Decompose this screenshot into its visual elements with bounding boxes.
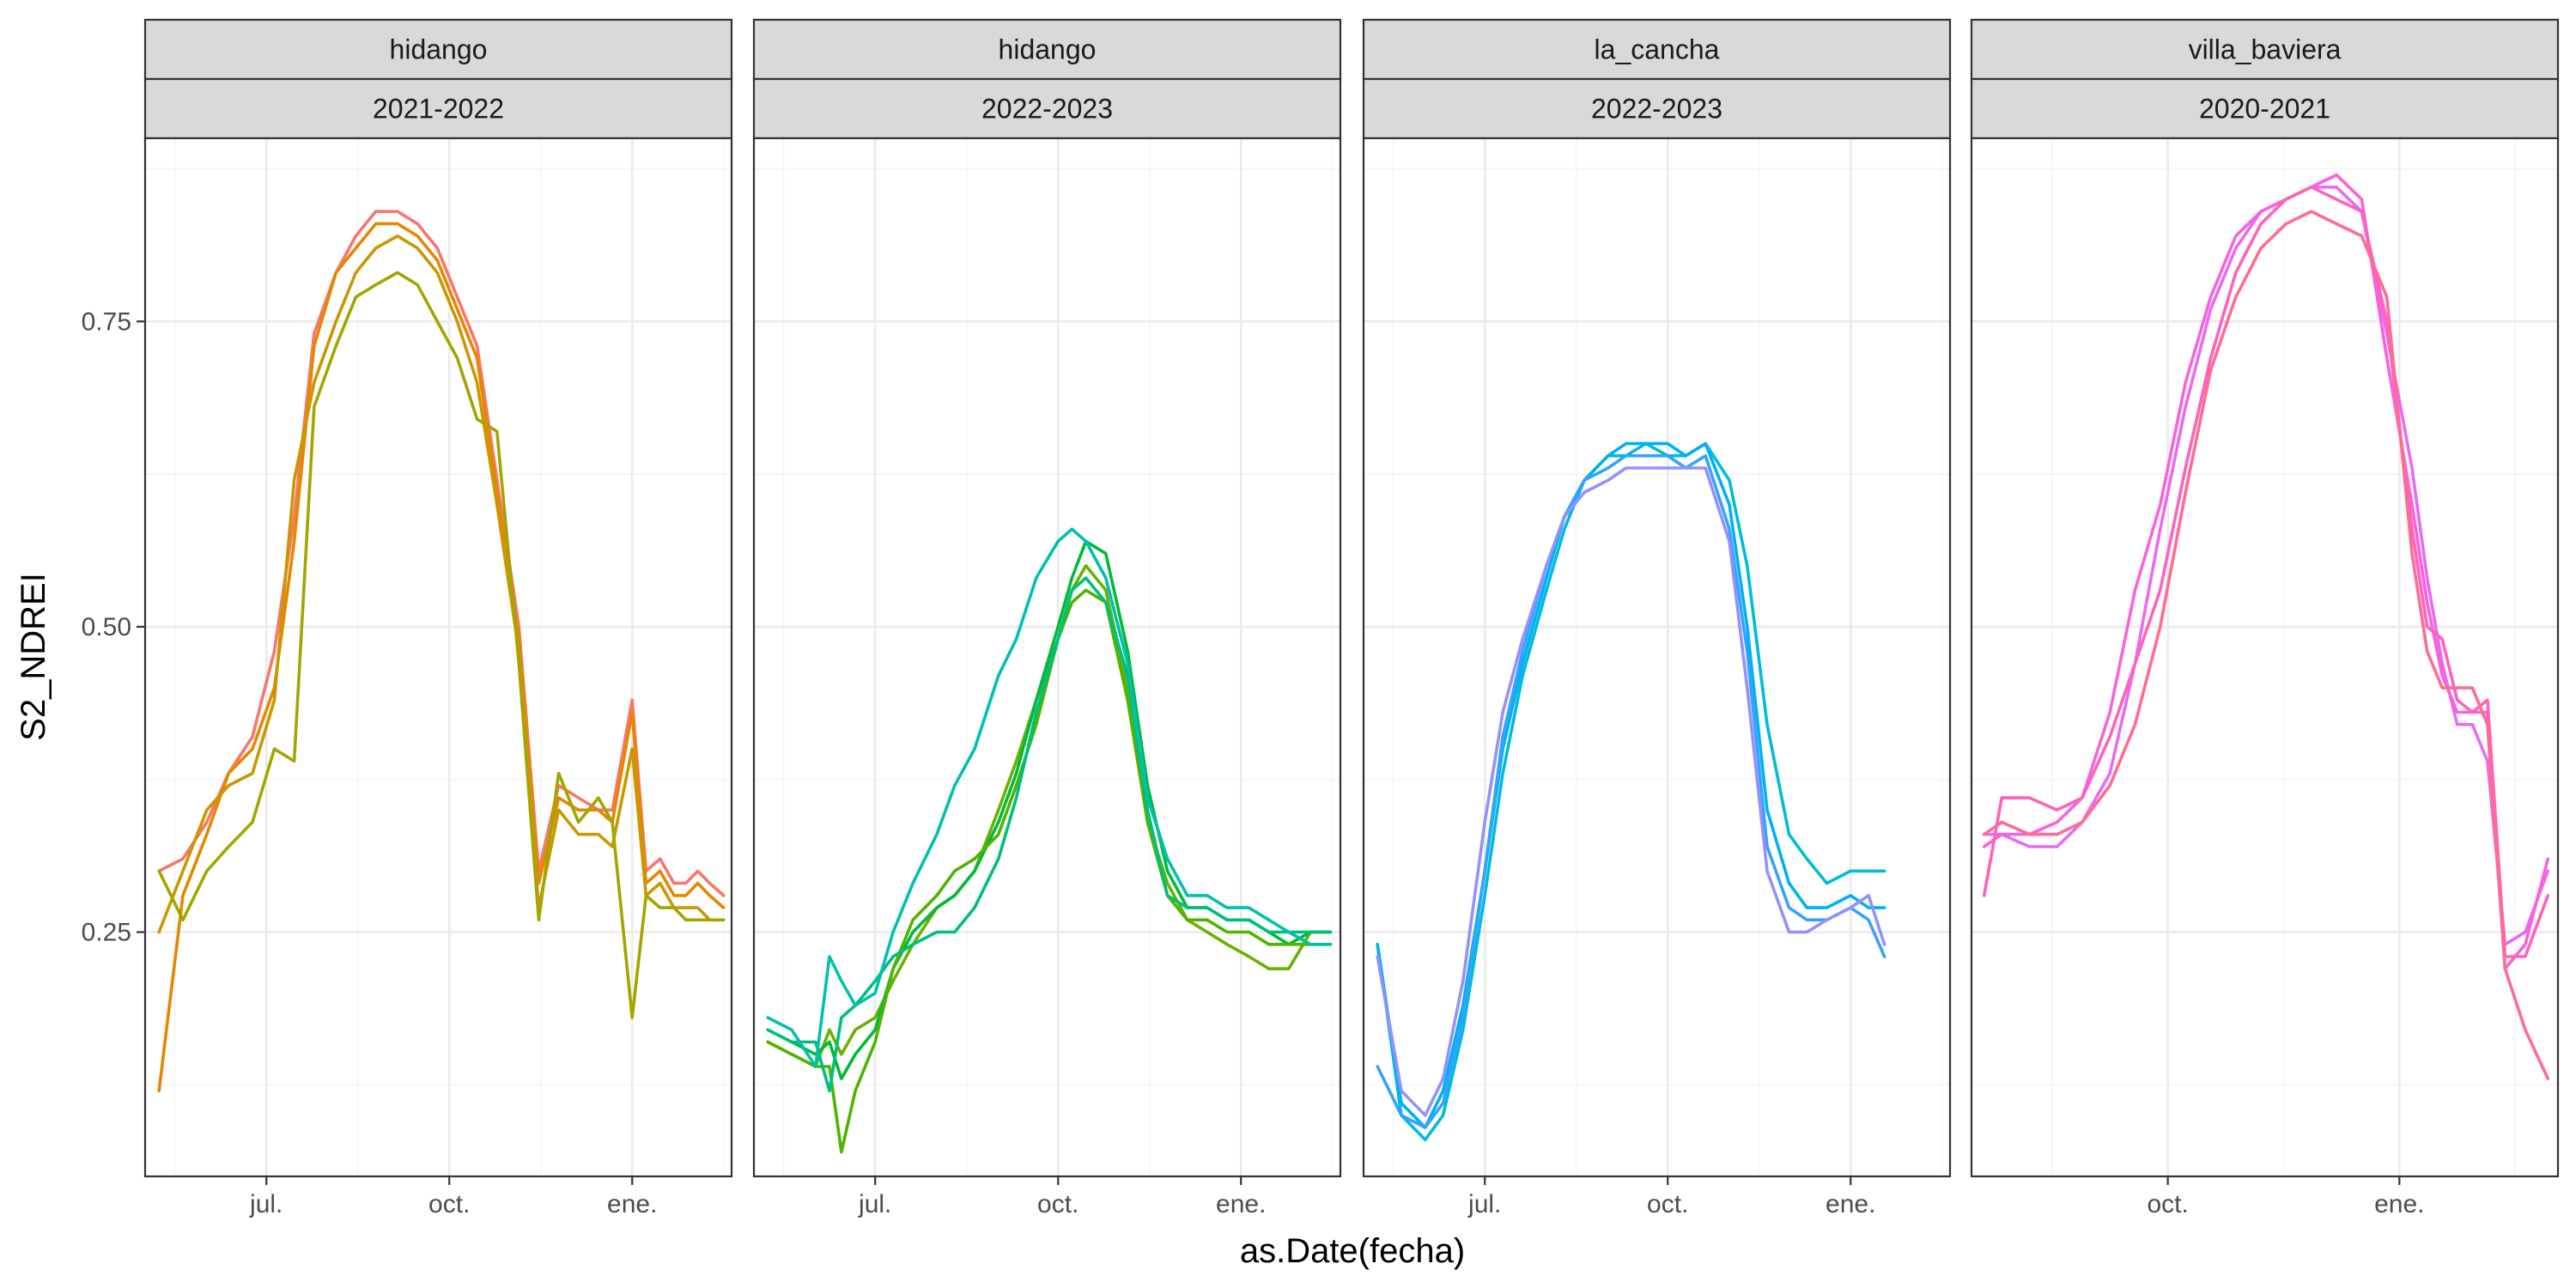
y-axis-title: S2_NDREI — [15, 573, 52, 741]
x-tick-label: oct. — [1037, 1190, 1078, 1218]
series-line — [1376, 454, 1886, 1129]
facet-strip-top-label: villa_baviera — [2189, 34, 2342, 65]
facet-strip-top-label: la_cancha — [1595, 34, 1720, 65]
panel-border — [143, 137, 733, 1178]
series-line — [1376, 441, 1886, 1142]
panel-border — [1362, 137, 1952, 1178]
x-tick-label: jul. — [1467, 1190, 1501, 1218]
x-axis-title: as.Date(fecha) — [1240, 1232, 1465, 1270]
facet-panel: hidango 2021-2022 jul. oct. ene. — [143, 18, 733, 1218]
series-line — [766, 527, 1333, 1068]
x-tick-label: ene. — [1216, 1190, 1266, 1218]
series-line — [157, 210, 726, 897]
facet-strip-bottom — [143, 77, 733, 140]
facet-strip-bottom-label: 2021-2022 — [373, 94, 504, 125]
facet-strip-bottom — [1970, 77, 2560, 140]
panel-background — [145, 138, 732, 1176]
facet-strip-bottom-label: 2020-2021 — [2199, 94, 2330, 125]
x-tick-label: jul. — [858, 1190, 891, 1218]
y-tick-label: 0.25 — [82, 919, 131, 947]
facet-panels: 0.25 0.50 0.75 hidango 2021-2022 jul. oct. ene.… — [82, 18, 2560, 1218]
x-tick-label: jul. — [249, 1190, 283, 1218]
y-axis: 0.25 0.50 0.75 — [82, 307, 145, 947]
facet-panel: hidango 2022-2023 jul. oct. ene. — [752, 18, 1342, 1218]
series-line — [1982, 185, 2550, 958]
facet-panel: la_cancha 2022-2023 jul. oct. ene. — [1362, 18, 1952, 1218]
facet-strip-top — [752, 18, 1342, 81]
x-tick-label: ene. — [2374, 1190, 2424, 1218]
facet-strip-top — [143, 18, 733, 81]
series-line — [766, 576, 1333, 1093]
series-line — [1376, 466, 1886, 1117]
x-tick-label: oct. — [2147, 1190, 2188, 1218]
panel-background — [1971, 138, 2558, 1176]
panel-background — [1364, 138, 1950, 1176]
y-tick-label: 0.75 — [82, 307, 131, 336]
y-tick-label: 0.50 — [82, 613, 131, 641]
series-line — [766, 564, 1333, 1068]
facet-strip-bottom — [752, 77, 1342, 140]
x-tick-label: ene. — [1826, 1190, 1875, 1218]
facet-strip-bottom-label: 2022-2023 — [1591, 94, 1722, 125]
facet-strip-top-label: hidango — [999, 34, 1097, 65]
x-tick-label: oct. — [1647, 1190, 1688, 1218]
panel-border — [752, 137, 1342, 1178]
series-line — [157, 234, 726, 934]
x-tick-label: ene. — [607, 1190, 657, 1218]
facet-strip-top — [1362, 18, 1952, 81]
facet-strip-top-label: hidango — [390, 34, 488, 65]
facet-strip-bottom — [1362, 77, 1952, 140]
panel-border — [1970, 137, 2560, 1178]
series-line — [157, 270, 726, 1019]
series-line — [1982, 210, 2550, 1080]
facet-panel: villa_baviera 2020-2021 oct. ene. — [1970, 18, 2560, 1218]
x-tick-label: oct. — [428, 1190, 470, 1218]
series-line — [766, 588, 1333, 1154]
panel-background — [754, 138, 1340, 1176]
facet-strip-top — [1970, 18, 2560, 81]
facet-strip-bottom-label: 2022-2023 — [981, 94, 1113, 125]
